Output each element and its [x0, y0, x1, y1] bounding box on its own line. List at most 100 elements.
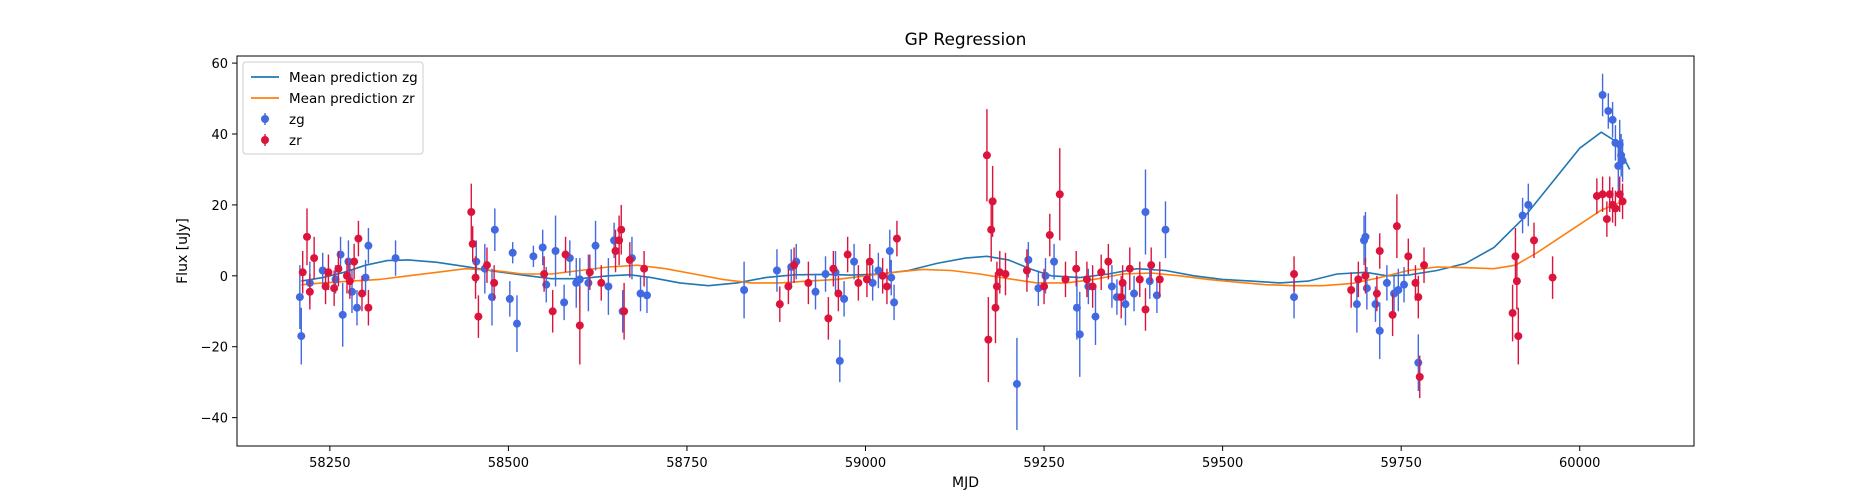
data-point [297, 332, 306, 341]
data-point [1041, 271, 1050, 280]
data-point [850, 257, 859, 266]
y-tick-label: 60 [211, 57, 228, 72]
data-point [1372, 289, 1381, 298]
data-point [1141, 208, 1150, 216]
data-point [350, 257, 359, 266]
series-zr [298, 109, 1627, 399]
data-point [1155, 275, 1164, 284]
data-point [1352, 300, 1361, 309]
data-point [1045, 231, 1054, 240]
data-point [295, 293, 304, 302]
data-point [1161, 225, 1170, 234]
data-point [1135, 275, 1144, 284]
data-point [1362, 284, 1371, 293]
data-point [1354, 275, 1363, 284]
data-point [482, 261, 491, 270]
data-point [352, 303, 361, 312]
data-point [310, 254, 319, 263]
data-point [982, 151, 991, 160]
data-point [1394, 286, 1403, 294]
data-point [890, 298, 899, 307]
data-point [840, 294, 849, 303]
data-point [829, 264, 838, 273]
data-point [575, 275, 584, 284]
data-point [1548, 273, 1557, 282]
data-point [824, 314, 833, 323]
plot-area [295, 73, 1631, 431]
data-point [984, 335, 993, 344]
data-point [584, 278, 593, 287]
data-point [1375, 326, 1384, 335]
data-point [1117, 293, 1126, 302]
data-point [1125, 264, 1134, 273]
data-point [1375, 247, 1384, 255]
data-point [330, 284, 339, 293]
data-point [987, 225, 996, 234]
data-point [1290, 293, 1299, 302]
data-point [1404, 252, 1413, 261]
data-point [512, 319, 521, 328]
data-point [854, 278, 863, 287]
data-point [1615, 190, 1624, 199]
series-mean-prediction-zg [301, 131, 1631, 287]
y-tick-label: −20 [201, 341, 228, 356]
data-point [597, 278, 606, 287]
data-point [1012, 379, 1021, 388]
data-point [1508, 309, 1517, 318]
chart-title: GP Regression [905, 30, 1027, 50]
legend-item: Mean prediction zg [251, 70, 418, 86]
data-point [1524, 200, 1533, 209]
data-point [1598, 91, 1607, 99]
data-point [1050, 257, 1059, 266]
data-point [1608, 115, 1617, 124]
data-point [334, 264, 343, 273]
data-point [834, 289, 843, 298]
data-point [784, 282, 793, 291]
y-tick-label: −40 [201, 412, 228, 427]
data-point [821, 270, 830, 279]
data-point [364, 241, 373, 250]
data-point [865, 257, 874, 266]
y-tick-label: 40 [211, 128, 228, 143]
x-tick-label: 59500 [1202, 456, 1243, 471]
data-point [1602, 215, 1611, 224]
data-point [1118, 278, 1127, 287]
data-point [548, 307, 557, 316]
data-point [885, 247, 894, 255]
y-axis-label: Flux [uJy] [175, 218, 191, 284]
data-point [467, 208, 476, 216]
data-point [887, 273, 896, 282]
data-point [1414, 358, 1423, 367]
legend-label: Mean prediction zr [289, 91, 415, 107]
data-point [992, 282, 1001, 291]
data-point [298, 268, 307, 277]
data-point [1598, 190, 1607, 199]
data-point [508, 248, 517, 257]
data-point [878, 271, 887, 280]
data-point [505, 294, 514, 303]
data-point [364, 303, 373, 312]
legend-label: zr [289, 133, 302, 149]
data-point [892, 234, 901, 243]
data-point [1024, 255, 1033, 264]
x-tick-label: 58500 [488, 456, 529, 471]
data-point [1388, 310, 1397, 319]
data-point [540, 270, 549, 279]
series-line [301, 131, 1631, 287]
data-point [1040, 282, 1049, 291]
data-point [1082, 275, 1091, 284]
legend-marker-swatch [261, 136, 269, 144]
data-point [1530, 236, 1539, 245]
data-point [1361, 232, 1370, 241]
data-point [640, 264, 649, 273]
data-point [874, 266, 883, 275]
data-point [1605, 190, 1614, 199]
plot-frame [236, 55, 1695, 447]
data-point [1145, 277, 1154, 286]
data-point [345, 277, 354, 286]
data-point [1091, 312, 1100, 321]
data-point [561, 250, 570, 259]
legend-label: zg [289, 112, 305, 128]
data-point [1618, 197, 1627, 206]
